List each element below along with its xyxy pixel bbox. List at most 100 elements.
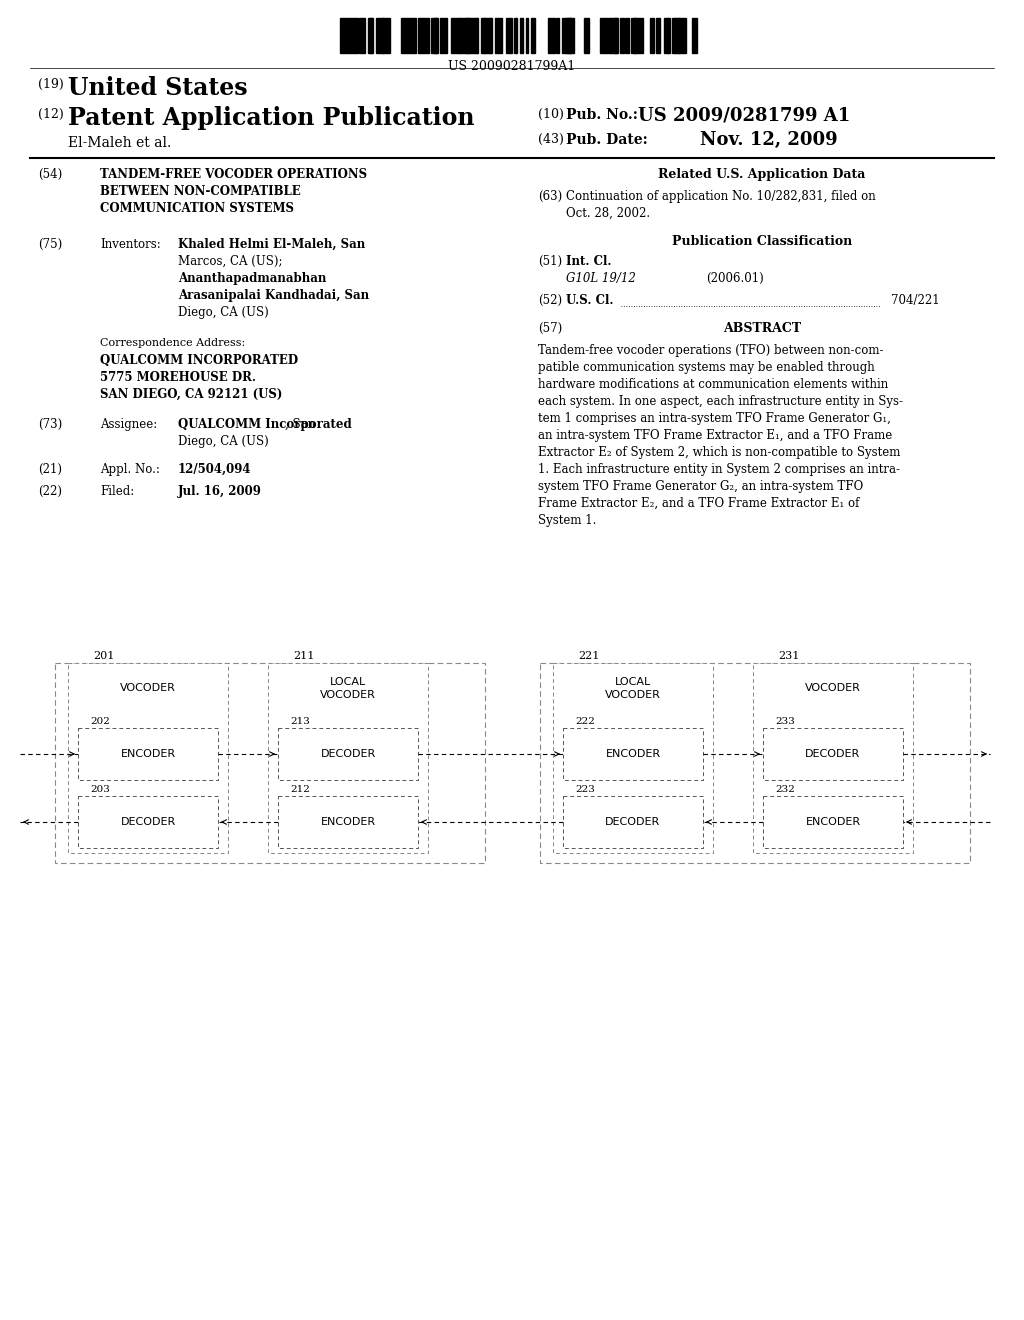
Text: El-Maleh et al.: El-Maleh et al. (68, 136, 171, 150)
Text: ENCODER: ENCODER (605, 748, 660, 759)
Bar (359, 18, 362, 53)
Text: ABSTRACT: ABSTRACT (723, 322, 801, 335)
Bar (763, 729, 903, 780)
Text: ENCODER: ENCODER (806, 817, 860, 828)
Text: Jul. 16, 2009: Jul. 16, 2009 (178, 484, 262, 498)
Bar (551, 18, 555, 53)
Bar (459, 18, 462, 53)
Bar (470, 18, 473, 53)
Text: hardware modifications at communication elements within: hardware modifications at communication … (538, 378, 888, 391)
Text: VOCODER: VOCODER (120, 682, 176, 693)
Bar (681, 18, 683, 53)
Text: Assignee:: Assignee: (100, 418, 158, 432)
Bar (486, 18, 490, 53)
Text: TANDEM-FREE VOCODER OPERATIONS: TANDEM-FREE VOCODER OPERATIONS (100, 168, 368, 181)
Text: Arasanipalai Kandhadai, San: Arasanipalai Kandhadai, San (178, 289, 369, 302)
Bar (556, 18, 559, 53)
Bar (434, 18, 438, 53)
Text: Publication Classification: Publication Classification (672, 235, 852, 248)
Bar (462, 18, 466, 53)
Text: (2006.01): (2006.01) (706, 272, 764, 285)
Text: 231: 231 (778, 651, 800, 661)
Text: Ananthapadmanabhan: Ananthapadmanabhan (178, 272, 327, 285)
Bar (548, 18, 551, 53)
Bar (376, 18, 379, 53)
Text: G10L 19/12: G10L 19/12 (566, 272, 636, 285)
Bar (636, 18, 639, 53)
Bar (368, 18, 372, 53)
Bar (569, 18, 574, 53)
Text: (43): (43) (538, 133, 564, 147)
Text: 5775 MOREHOUSE DR.: 5775 MOREHOUSE DR. (100, 371, 256, 384)
Text: (54): (54) (38, 168, 62, 181)
Text: 202: 202 (90, 717, 110, 726)
Text: , San: , San (285, 418, 315, 432)
Bar (78, 796, 218, 847)
Text: system TFO Frame Generator G₂, an intra-system TFO: system TFO Frame Generator G₂, an intra-… (538, 480, 863, 492)
Bar (351, 18, 354, 53)
Bar (442, 18, 446, 53)
Text: QUALCOMM INCORPORATED: QUALCOMM INCORPORATED (100, 354, 298, 367)
Text: (57): (57) (538, 322, 562, 335)
Text: DECODER: DECODER (321, 748, 376, 759)
Bar (78, 729, 218, 780)
Text: Nov. 12, 2009: Nov. 12, 2009 (700, 131, 838, 149)
Bar (412, 18, 416, 53)
Bar (484, 18, 486, 53)
Bar (454, 18, 457, 53)
Text: VOCODER: VOCODER (805, 682, 861, 693)
Bar (473, 18, 477, 53)
Bar (420, 18, 423, 53)
Text: LOCAL: LOCAL (614, 677, 651, 686)
Text: (52): (52) (538, 294, 562, 308)
Text: Marcos, CA (US);: Marcos, CA (US); (178, 255, 283, 268)
Bar (514, 18, 517, 53)
Bar (584, 18, 587, 53)
Bar (600, 18, 606, 53)
Text: 213: 213 (290, 717, 310, 726)
Bar (384, 18, 387, 53)
Text: (12): (12) (38, 108, 63, 121)
Text: (19): (19) (38, 78, 63, 91)
Bar (678, 18, 681, 53)
Text: Oct. 28, 2002.: Oct. 28, 2002. (566, 207, 650, 220)
Text: (75): (75) (38, 238, 62, 251)
Text: an intra-system TFO Frame Extractor E₁, and a TFO Frame: an intra-system TFO Frame Extractor E₁, … (538, 429, 892, 442)
Text: Related U.S. Application Data: Related U.S. Application Data (658, 168, 865, 181)
Text: Frame Extractor E₂, and a TFO Frame Extractor E₁ of: Frame Extractor E₂, and a TFO Frame Extr… (538, 498, 859, 510)
Bar (683, 18, 686, 53)
Text: (73): (73) (38, 418, 62, 432)
Bar (606, 18, 608, 53)
Text: U.S. Cl.: U.S. Cl. (566, 294, 613, 308)
Text: Extractor E₂ of System 2, which is non-compatible to System: Extractor E₂ of System 2, which is non-c… (538, 446, 900, 459)
Bar (655, 18, 659, 53)
Bar (763, 796, 903, 847)
Text: 212: 212 (290, 785, 310, 795)
Bar (563, 729, 703, 780)
Text: each system. In one aspect, each infrastructure entity in Sys-: each system. In one aspect, each infrast… (538, 395, 903, 408)
Bar (509, 18, 512, 53)
Bar (489, 18, 493, 53)
Text: Filed:: Filed: (100, 484, 134, 498)
Bar (564, 18, 569, 53)
Text: (51): (51) (538, 255, 562, 268)
Text: Correspondence Address:: Correspondence Address: (100, 338, 246, 348)
Bar (634, 18, 636, 53)
Text: LOCAL: LOCAL (330, 677, 367, 686)
Bar (495, 18, 498, 53)
Text: 211: 211 (293, 651, 314, 661)
Bar (340, 18, 343, 53)
Bar (345, 18, 351, 53)
Bar (567, 18, 571, 53)
Text: DECODER: DECODER (805, 748, 860, 759)
Bar (457, 18, 461, 53)
Bar (410, 18, 412, 53)
Text: 1. Each infrastructure entity in System 2 comprises an intra-: 1. Each infrastructure entity in System … (538, 463, 900, 477)
Bar (667, 18, 670, 53)
Text: ENCODER: ENCODER (321, 817, 376, 828)
Text: Khaled Helmi El-Maleh, San: Khaled Helmi El-Maleh, San (178, 238, 366, 251)
Text: Diego, CA (US): Diego, CA (US) (178, 306, 268, 319)
Bar (268, 663, 428, 853)
Text: Appl. No.:: Appl. No.: (100, 463, 160, 477)
Bar (531, 18, 536, 53)
